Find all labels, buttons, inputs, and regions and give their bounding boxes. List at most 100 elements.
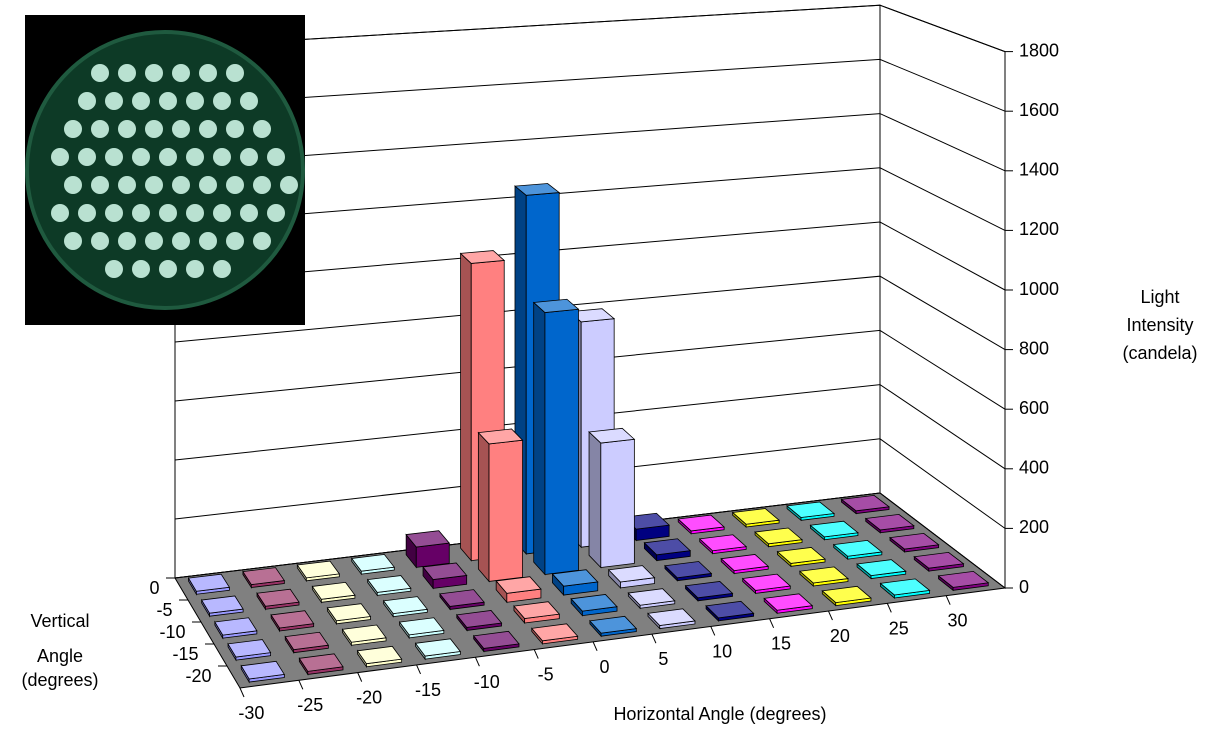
bar-top [643,538,692,556]
bar-top [472,630,520,649]
led [132,148,150,166]
bar-top [677,514,726,532]
led [199,232,217,250]
bar-top [888,532,940,550]
bar-top [513,183,561,196]
bar-top [513,601,561,619]
bar-top [937,570,990,588]
bar-top [856,559,907,577]
led [78,204,96,222]
led [226,232,244,250]
led [91,176,109,194]
bar-top [422,562,468,580]
bar-top [187,573,231,592]
x-tick-label: 25 [889,618,909,638]
bar-top [705,600,755,619]
bar-top [366,575,412,593]
led [132,92,150,110]
led [145,232,163,250]
led [64,232,82,250]
x-tick-label: -5 [538,664,554,684]
led [145,176,163,194]
led [64,176,82,194]
bar-top [864,513,915,531]
bar-top [832,539,883,557]
led [253,120,271,138]
led [105,204,123,222]
bar-top [684,581,734,599]
led [199,176,217,194]
led [78,148,96,166]
x-tick-label: -15 [415,680,441,700]
bar-top [270,610,315,629]
bar-front [600,438,635,568]
led [226,64,244,82]
bar-top [201,595,244,614]
bar-top [414,638,462,657]
grid-line [174,167,1006,231]
led-photo [25,15,305,325]
bar-side [477,431,490,583]
x-tick [592,641,598,652]
led [118,176,136,194]
bar-top [698,534,748,552]
led [213,148,231,166]
led [240,148,258,166]
bar-front [488,439,523,582]
bar-top [776,547,826,564]
led [226,120,244,138]
x-tick-label: -25 [297,695,323,715]
led [280,176,298,194]
z-tick-label: -5 [156,600,172,620]
bar-top [647,608,696,626]
led [240,92,258,110]
bar-side [588,431,602,569]
z-tick-label: -10 [159,622,185,642]
grid-line [174,384,1006,470]
led [91,232,109,250]
bar-top [227,639,272,658]
bar-top [477,428,524,445]
bar-side [533,301,546,576]
grid-line [174,113,1006,172]
bar-top [284,631,330,651]
led [159,260,177,278]
grid-line [174,275,1006,351]
led [186,92,204,110]
x-tick [651,633,657,644]
bar-top [298,653,344,672]
led [267,204,285,222]
grid-line [174,329,1006,410]
led [91,64,109,82]
led [213,260,231,278]
bar-top [405,530,451,548]
x-tick-label: -30 [238,703,264,723]
led [172,232,190,250]
bar-top [240,660,286,680]
y-tick-label: 1600 [1019,100,1059,120]
led [105,260,123,278]
y-tick-label: 1400 [1019,160,1059,180]
y-tick-label: 800 [1019,338,1049,358]
led [186,260,204,278]
bar-top [459,250,506,264]
bar-top [214,617,258,636]
led [159,204,177,222]
led [118,120,136,138]
bar-top [532,298,580,313]
grid-line [174,221,1006,291]
bar-top [311,581,356,600]
bar-top [664,561,713,579]
x-tick-label: -10 [474,672,500,692]
bar-top [256,588,300,607]
x-tick-label: 20 [830,626,850,646]
led [213,204,231,222]
bar-top [296,560,341,579]
grid-line [174,58,1006,112]
z-tick-label: 0 [149,578,159,598]
bar-top [589,615,638,634]
bar-top [570,594,618,612]
x-tick [357,672,363,682]
led [186,204,204,222]
x-tick-label: 30 [948,611,968,631]
